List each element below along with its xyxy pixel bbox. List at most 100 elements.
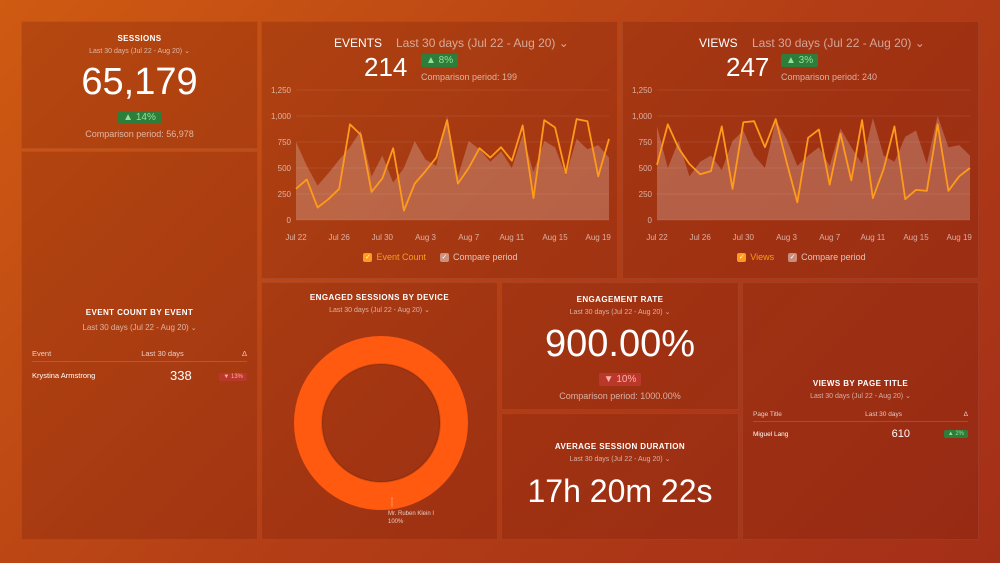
chevron-down-icon: ⌄ [914,36,925,50]
y-tick-label: 500 [639,164,653,173]
chevron-down-icon: ⌄ [190,325,197,332]
engaged-sessions-tile: ENGAGED SESSIONS BY DEVICE Last 30 days … [261,282,498,540]
views-value: 247 [726,52,770,82]
y-tick-label: 1,250 [271,86,292,95]
chevron-down-icon: ⌄ [905,393,911,400]
x-tick-label: Aug 19 [586,233,612,242]
engagement-rate-title: ENGAGEMENT RATE [576,295,664,304]
table-header-row: Event Last 30 days Δ [32,346,247,362]
legend-label: Compare period [801,252,866,262]
views-range-label: Last 30 days (Jul 22 - Aug 20) [752,36,912,50]
column-header[interactable]: Last 30 days [817,408,924,422]
events-value: 214 [364,52,408,82]
legend-item-views[interactable]: ✓ Views [737,252,774,262]
sessions-comparison: Comparison period: 56,978 [85,129,194,139]
page-delta-badge: ▲ 2% [943,430,968,438]
chevron-down-icon: ⌄ [184,48,190,55]
x-tick-label: Aug 7 [819,233,840,242]
chevron-down-icon: ⌄ [664,309,671,316]
views-by-page-table: Page Title Last 30 days Δ Miguel Lang 61… [753,408,968,444]
engaged-sessions-title: ENGAGED SESSIONS BY DEVICE [309,293,450,302]
x-tick-label: Aug 11 [860,233,885,242]
y-tick-label: 0 [287,216,292,225]
legend-item-compare[interactable]: ✓ Compare period [788,252,866,262]
y-tick-label: 250 [278,190,292,199]
x-tick-label: Aug 11 [499,233,524,242]
table-header-row: Page Title Last 30 days Δ [753,408,968,422]
engagement-rate-value: 900.00% [544,323,695,365]
pie-slice[interactable] [294,336,468,510]
views-title: VIEWS [699,36,738,50]
legend-label: Compare period [452,252,518,262]
legend-item-event-count[interactable]: ✓ Event Count [363,252,426,262]
x-tick-label: Jul 30 [372,233,394,242]
event-count-range-select[interactable]: Last 30 days (Jul 22 - Aug 20) ⌄ [22,323,257,332]
primary-series-line [295,118,610,212]
views-delta-badge: ▲ 3% [781,54,819,67]
events-comparison: Comparison period: 199 [421,72,518,82]
x-tick-label: Aug 15 [903,233,929,242]
compare-series-area [296,116,609,220]
event-count-range-label: Last 30 days (Jul 22 - Aug 20) [82,323,189,332]
event-count-title: EVENT COUNT BY EVENT [85,308,194,317]
views-tile: VIEWS Last 30 days (Jul 22 - Aug 20) ⌄ 2… [622,21,979,279]
engaged-sessions-range-label: Last 30 days (Jul 22 - Aug 20) [329,307,423,314]
views-legend: ✓ Views ✓ Compare period [623,252,980,262]
legend-label: Event Count [376,252,426,262]
x-tick-label: Jul 26 [328,233,350,242]
views-comparison: Comparison period: 240 [781,72,878,82]
y-tick-label: 750 [639,138,653,147]
avg-session-title: AVERAGE SESSION DURATION [554,442,686,451]
views-by-page-range-label: Last 30 days (Jul 22 - Aug 20) [810,393,904,400]
sessions-range-label: Last 30 days (Jul 22 - Aug 20) [89,48,183,55]
views-by-page-range-select[interactable]: Last 30 days (Jul 22 - Aug 20) ⌄ [743,392,978,400]
donut-inner-shadow [321,363,441,483]
engagement-rate-tile: ENGAGEMENT RATE Last 30 days (Jul 22 - A… [501,282,739,410]
events-line-chart[interactable]: 0 250 500 750 1,000 1,250 Jul 22 Jul 26 Jul 30 Au… [262,82,619,242]
checkbox-checked-icon: ✓ [439,252,449,262]
x-tick-label: Aug 3 [415,233,436,242]
views-by-page-tile: VIEWS BY PAGE TITLE Last 30 days (Jul 22… [742,282,979,540]
x-tick-label: Jul 26 [689,233,711,242]
column-header[interactable]: Event [32,346,118,362]
column-header[interactable]: Δ [209,346,247,362]
checkbox-checked-icon: ✓ [737,252,747,262]
sessions-range-select[interactable]: Last 30 days (Jul 22 - Aug 20) ⌄ [22,47,257,55]
chevron-down-icon: ⌄ [664,456,671,463]
events-delta-badge: ▲ 8% [421,54,459,67]
column-header[interactable]: Last 30 days [117,346,210,362]
sessions-delta-badge: ▲ 14% [118,111,161,124]
engaged-sessions-range-select[interactable]: Last 30 days (Jul 22 - Aug 20) ⌄ [262,306,497,314]
event-name: Krystina Armstrong [32,371,96,380]
y-tick-label: 500 [278,164,292,173]
y-tick-label: 1,000 [271,112,292,121]
events-range-label: Last 30 days (Jul 22 - Aug 20) [396,36,556,50]
engagement-rate-range-select[interactable]: Last 30 days (Jul 22 - Aug 20) ⌄ [502,308,738,316]
event-value: 338 [170,368,192,383]
column-header[interactable]: Δ [923,408,968,422]
events-tile: EVENTS Last 30 days (Jul 22 - Aug 20) ⌄ … [261,21,618,279]
events-legend: ✓ Event Count ✓ Compare period [262,252,619,262]
table-row[interactable]: Miguel Lang 610 ▲ 2% [753,422,968,445]
views-by-page-title: VIEWS BY PAGE TITLE [812,379,909,388]
x-tick-label: Aug 15 [542,233,568,242]
y-tick-label: 0 [648,216,653,225]
events-title: EVENTS [334,36,383,50]
chevron-down-icon: ⌄ [558,36,569,50]
avg-session-range-select[interactable]: Last 30 days (Jul 22 - Aug 20) ⌄ [502,455,738,463]
checkbox-checked-icon: ✓ [788,252,798,262]
device-donut-chart[interactable] [262,323,499,533]
events-range-select[interactable]: Last 30 days (Jul 22 - Aug 20) ⌄ [396,36,569,50]
y-tick-label: 250 [639,190,653,199]
x-tick-label: Jul 30 [733,233,755,242]
legend-item-compare[interactable]: ✓ Compare period [439,252,518,262]
avg-session-tile: AVERAGE SESSION DURATION Last 30 days (J… [501,413,739,540]
views-range-select[interactable]: Last 30 days (Jul 22 - Aug 20) ⌄ [752,36,925,50]
event-delta-badge: ▼ 13% [219,372,247,381]
primary-series-line [656,118,971,204]
chevron-down-icon: ⌄ [424,307,430,314]
table-row[interactable]: Krystina Armstrong 338 ▼ 13% [32,362,247,388]
x-tick-label: Aug 7 [458,233,479,242]
views-line-chart[interactable]: 0 250 500 750 1,000 1,250 Jul 22 Jul 26 Jul 30 Au… [623,82,980,242]
column-header[interactable]: Page Title [753,408,818,422]
